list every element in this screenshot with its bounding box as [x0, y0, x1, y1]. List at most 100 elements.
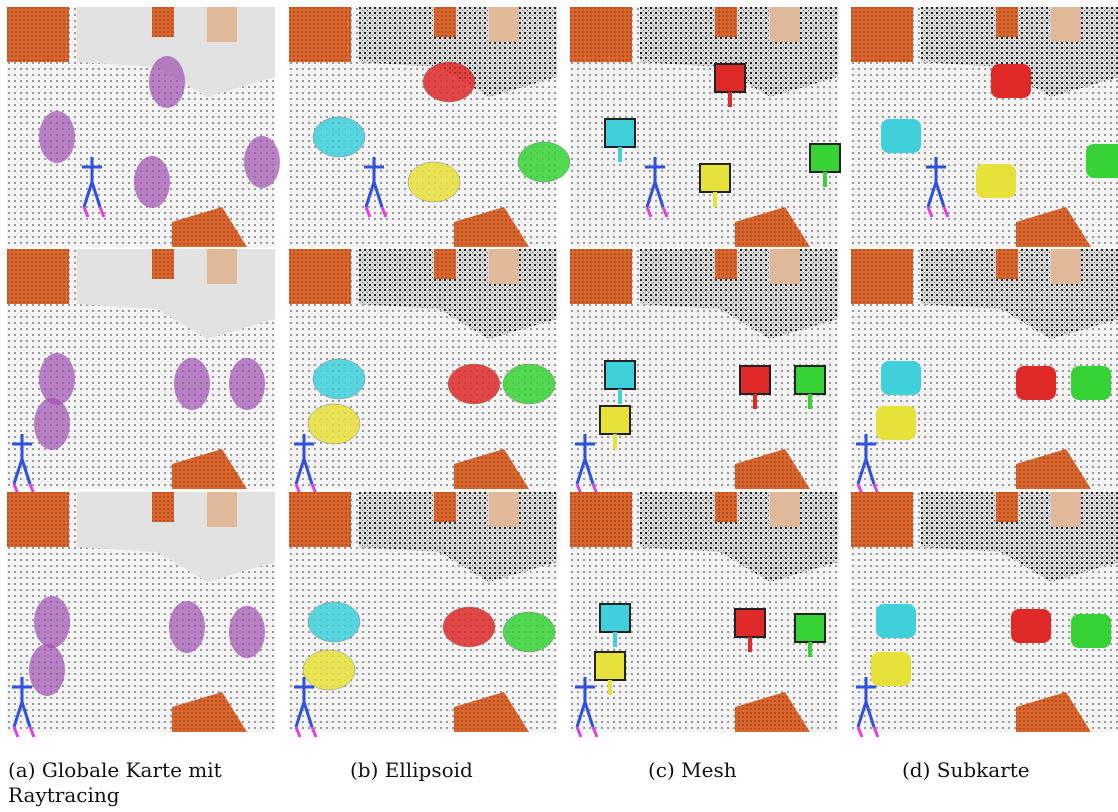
submap-blob	[871, 652, 911, 686]
ellipsoid	[503, 612, 555, 652]
beige-wall	[770, 7, 800, 42]
purple-blob	[29, 644, 65, 696]
panel-image	[851, 7, 1118, 247]
purple-blob	[149, 56, 185, 108]
orange-wall	[570, 7, 632, 62]
chair-seat	[715, 64, 745, 92]
chair-seat	[600, 604, 630, 632]
ellipsoid	[303, 650, 355, 690]
ellipsoid	[408, 162, 460, 202]
orange-wall	[996, 249, 1018, 279]
figure-page: (a) Globale Karte mit Raytracing (b) Ell…	[0, 0, 1118, 812]
orange-wall	[289, 492, 351, 547]
orange-wall	[7, 7, 69, 62]
submap-blob	[976, 164, 1016, 198]
orange-wall	[996, 492, 1018, 522]
beige-wall	[1051, 249, 1081, 284]
purple-blob	[39, 353, 75, 405]
chair-seat	[740, 366, 770, 394]
purple-blob	[229, 606, 265, 658]
ellipsoid	[518, 142, 570, 182]
ellipsoid	[313, 359, 365, 399]
orange-wall	[434, 7, 456, 37]
beige-wall	[207, 492, 237, 527]
purple-blob	[34, 398, 70, 450]
panel-image	[7, 7, 280, 247]
panel-image	[289, 249, 557, 494]
submap-blob	[1016, 366, 1056, 400]
submap-blob	[881, 361, 921, 395]
orange-wall	[7, 249, 69, 304]
orange-wall	[152, 492, 174, 522]
chair-seat	[795, 366, 825, 394]
orange-wall	[7, 492, 69, 547]
beige-wall	[1051, 492, 1081, 527]
chair-seat	[795, 614, 825, 642]
submap-blob	[1086, 144, 1118, 178]
purple-blob	[174, 358, 210, 410]
orange-wall	[152, 7, 174, 37]
chair-seat	[605, 119, 635, 147]
chair-seat	[700, 164, 730, 192]
orange-wall	[570, 249, 632, 304]
submap-blob	[1011, 609, 1051, 643]
orange-wall	[715, 492, 737, 522]
panel-image	[570, 7, 840, 247]
orange-wall	[570, 492, 632, 547]
orange-wall	[152, 249, 174, 279]
ellipsoid	[443, 607, 495, 647]
chair-seat	[735, 609, 765, 637]
purple-blob	[244, 136, 280, 188]
orange-wall	[851, 7, 913, 62]
beige-wall	[489, 492, 519, 527]
beige-wall	[489, 7, 519, 42]
panel-image	[570, 492, 838, 737]
ellipsoid	[503, 364, 555, 404]
panel-image	[851, 492, 1118, 737]
figure-panels	[0, 0, 1118, 745]
ellipsoid	[308, 602, 360, 642]
submap-blob	[876, 406, 916, 440]
caption: (a) Globale Karte mit Raytracing	[8, 758, 280, 808]
beige-wall	[770, 492, 800, 527]
caption: (c) Mesh	[648, 758, 737, 783]
panel-image	[289, 7, 570, 247]
beige-wall	[207, 7, 237, 42]
orange-wall	[996, 7, 1018, 37]
chair-seat	[595, 652, 625, 680]
purple-blob	[134, 156, 170, 208]
caption: (b) Ellipsoid	[350, 758, 473, 783]
purple-blob	[34, 596, 70, 648]
submap-blob	[1071, 614, 1111, 648]
orange-wall	[715, 7, 737, 37]
beige-wall	[489, 249, 519, 284]
orange-wall	[289, 249, 351, 304]
orange-wall	[434, 492, 456, 522]
beige-wall	[1051, 7, 1081, 42]
orange-wall	[434, 249, 456, 279]
purple-blob	[39, 111, 75, 163]
beige-wall	[207, 249, 237, 284]
panel-image	[7, 492, 275, 737]
beige-wall	[770, 249, 800, 284]
submap-blob	[991, 64, 1031, 98]
ellipsoid	[308, 404, 360, 444]
ellipsoid	[423, 62, 475, 102]
chair-seat	[810, 144, 840, 172]
orange-wall	[851, 249, 913, 304]
panel-image	[570, 249, 838, 494]
orange-wall	[851, 492, 913, 547]
ellipsoid	[313, 117, 365, 157]
purple-blob	[229, 358, 265, 410]
ellipsoid	[448, 364, 500, 404]
chair-seat	[600, 406, 630, 434]
orange-wall	[715, 249, 737, 279]
submap-blob	[881, 119, 921, 153]
submap-blob	[1071, 366, 1111, 400]
caption: (d) Subkarte	[902, 758, 1030, 783]
chair-seat	[605, 361, 635, 389]
panel-image	[289, 492, 557, 737]
panel-image	[851, 249, 1118, 494]
orange-wall	[289, 7, 351, 62]
submap-blob	[876, 604, 916, 638]
